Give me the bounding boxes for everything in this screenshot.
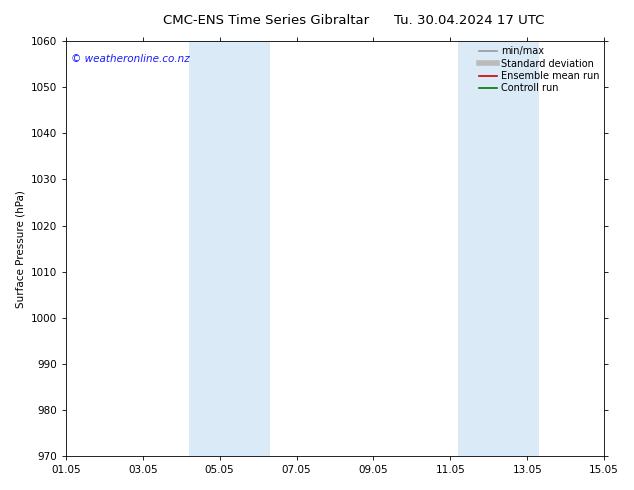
- Bar: [458, 41, 539, 456]
- Text: © weatheronline.co.nz: © weatheronline.co.nz: [71, 54, 190, 64]
- Text: CMC-ENS Time Series Gibraltar: CMC-ENS Time Series Gibraltar: [163, 14, 370, 27]
- Legend: min/max, Standard deviation, Ensemble mean run, Controll run: min/max, Standard deviation, Ensemble me…: [477, 44, 601, 96]
- Bar: [189, 41, 269, 456]
- Text: Tu. 30.04.2024 17 UTC: Tu. 30.04.2024 17 UTC: [394, 14, 545, 27]
- Y-axis label: Surface Pressure (hPa): Surface Pressure (hPa): [15, 190, 25, 308]
